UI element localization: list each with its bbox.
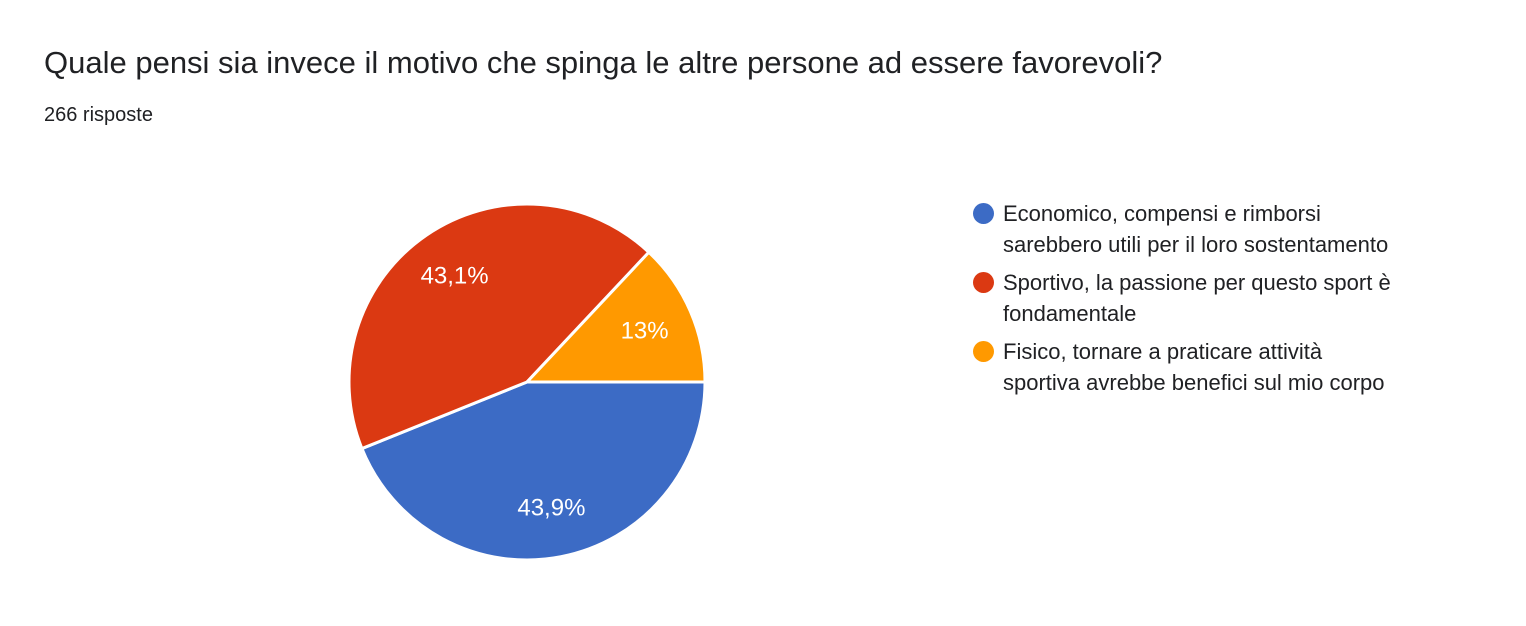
legend-label-line: Economico, compensi e rimborsi — [1003, 201, 1321, 226]
legend-label-line: sarebbero utili per il loro sostentament… — [1003, 232, 1389, 257]
pie-slice-label-economico: 43,9% — [517, 494, 585, 521]
legend-item-fisico: Fisico, tornare a praticare attività spo… — [973, 336, 1443, 398]
pie-chart-svg: 43,9% 43,1% 13% — [347, 202, 707, 562]
legend-item-sportivo: Sportivo, la passione per questo sport è… — [973, 267, 1443, 329]
pie-slice-fisico[interactable] — [525, 250, 707, 384]
question-title: Quale pensi sia invece il motivo che spi… — [44, 45, 1163, 80]
chart-legend: Economico, compensi e rimborsi sarebbero… — [973, 198, 1443, 405]
legend-label: Sportivo, la passione per questo sport è… — [1003, 267, 1391, 329]
pie-slice-economico[interactable] — [360, 380, 707, 562]
legend-label: Economico, compensi e rimborsi sarebbero… — [1003, 198, 1388, 260]
legend-label-line: Sportivo, la passione per questo sport è — [1003, 270, 1391, 295]
legend-swatch-orange-icon — [973, 341, 994, 362]
pie-slice-sportivo[interactable] — [347, 202, 651, 451]
legend-label: Fisico, tornare a praticare attività spo… — [1003, 336, 1385, 398]
legend-label-line: fondamentale — [1003, 301, 1137, 326]
responses-count: 266 risposte — [44, 104, 153, 126]
legend-label-line: Fisico, tornare a praticare attività — [1003, 339, 1323, 364]
pie-slice-label-fisico: 13% — [621, 318, 669, 345]
legend-label-line: sportiva avrebbe benefici sul mio corpo — [1003, 370, 1385, 395]
pie-slice-label-sportivo: 43,1% — [421, 263, 489, 290]
pie-chart: 43,9% 43,1% 13% — [337, 192, 717, 572]
legend-item-economico: Economico, compensi e rimborsi sarebbero… — [973, 198, 1443, 260]
legend-swatch-red-icon — [973, 272, 994, 293]
legend-swatch-blue-icon — [973, 203, 994, 224]
